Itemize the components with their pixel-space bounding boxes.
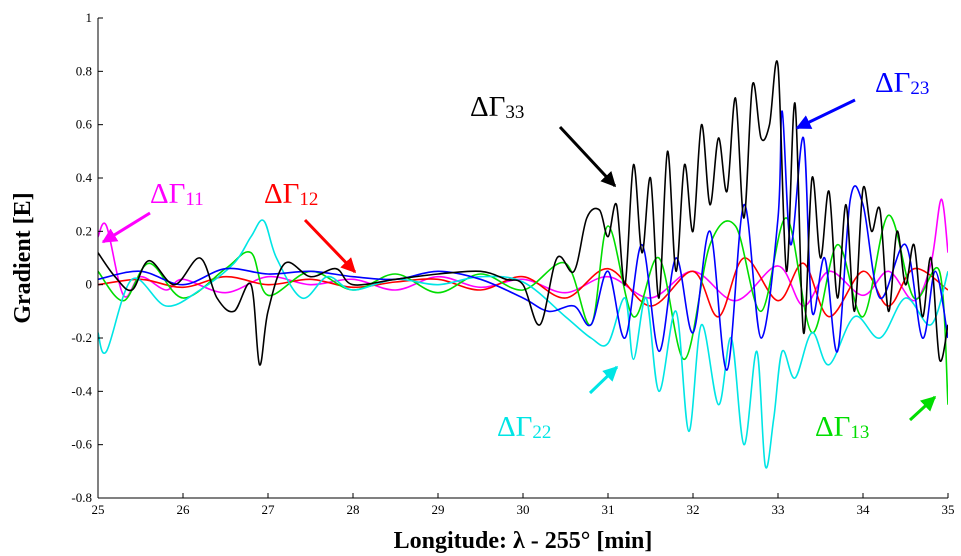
- y-tick-label: -0.8: [71, 490, 92, 505]
- series-line-ΔΓ22: [98, 219, 948, 469]
- annotation-dg23: ΔΓ23: [875, 67, 929, 99]
- arrow-dg11: [101, 211, 151, 244]
- annotation-dg13: ΔΓ13: [815, 411, 869, 443]
- y-tick-label: -0.6: [71, 437, 92, 452]
- y-axis-title: Gradient [E]: [10, 192, 36, 323]
- y-tick-label: 0.4: [76, 170, 93, 185]
- y-tick-label: -0.4: [71, 383, 92, 398]
- x-tick-label: 29: [432, 502, 445, 517]
- arrow-dg12: [303, 218, 357, 274]
- arrow-dg23: [795, 98, 856, 130]
- annotation-dg33: ΔΓ33: [470, 91, 524, 123]
- x-tick-label: 32: [687, 502, 700, 517]
- y-tick-label: -0.2: [71, 330, 92, 345]
- y-tick-label: 0.2: [76, 223, 92, 238]
- series-line-ΔΓ23: [98, 110, 948, 371]
- x-tick-label: 25: [92, 502, 105, 517]
- x-tick-label: 27: [262, 502, 276, 517]
- y-tick-label: 1: [86, 10, 93, 25]
- ticks-layer: 25 26 27 28 29 30 31 32 33 34 35 -0.8 -0.6 -0.4 -0.2 0 0…: [71, 10, 954, 517]
- arrow-dg13: [908, 395, 937, 422]
- series-layer: [98, 60, 948, 469]
- x-tick-label: 26: [177, 502, 191, 517]
- x-tick-label: 30: [517, 502, 530, 517]
- annotation-dg11: ΔΓ11: [150, 178, 204, 210]
- arrow-dg22: [588, 365, 619, 395]
- annotation-dg22: ΔΓ22: [497, 411, 551, 443]
- y-tick-label: 0.6: [76, 117, 93, 132]
- series-line-ΔΓ12: [98, 257, 948, 318]
- x-tick-label: 35: [942, 502, 955, 517]
- series-line-ΔΓ33: [98, 60, 948, 366]
- x-tick-label: 33: [772, 502, 785, 517]
- annotations: ΔΓ11 ΔΓ12 ΔΓ33 ΔΓ23 ΔΓ22 ΔΓ13: [101, 67, 937, 443]
- series-line-ΔΓ13: [98, 214, 948, 405]
- x-tick-label: 31: [602, 502, 615, 517]
- x-axis-title: Longitude: λ - 255° [min]: [394, 528, 653, 554]
- x-tick-label: 34: [857, 502, 871, 517]
- y-tick-label: 0: [86, 277, 93, 292]
- annotation-dg12: ΔΓ12: [264, 178, 318, 210]
- y-tick-label: 0.8: [76, 63, 92, 78]
- arrow-dg33: [558, 125, 617, 188]
- x-tick-label: 28: [347, 502, 360, 517]
